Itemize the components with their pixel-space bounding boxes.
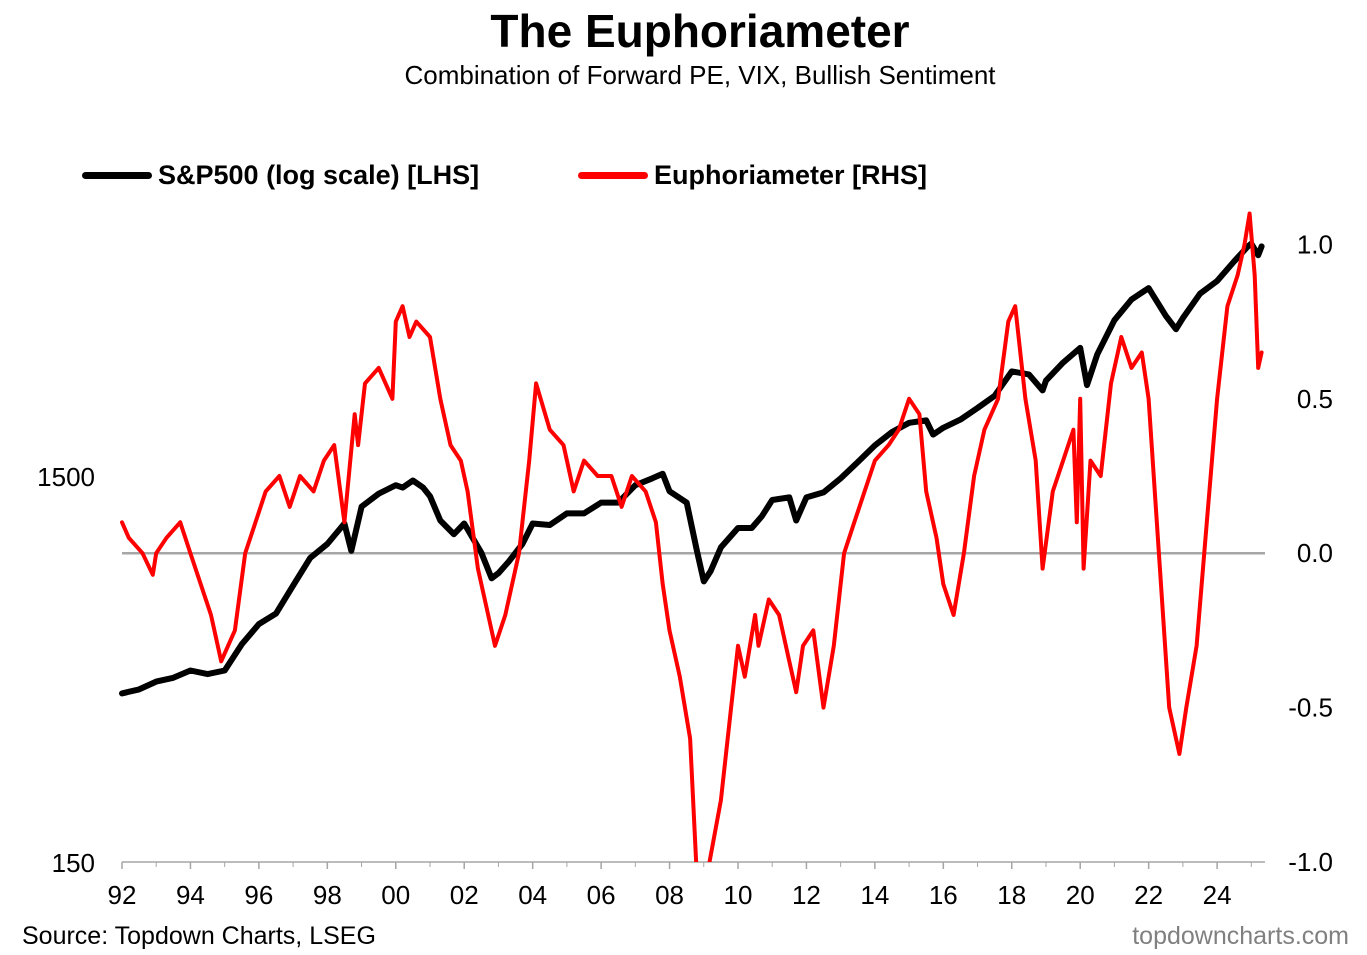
series-line-sp500 [119, 240, 1265, 697]
x-tick-label: 12 [792, 880, 821, 910]
x-tick-label: 04 [518, 880, 547, 910]
x-tick-label: 20 [1066, 880, 1095, 910]
left-axis-label: 1500 [37, 462, 95, 492]
legend-swatch-sp500 [82, 172, 152, 179]
series-line-euphoriameter [120, 211, 1264, 862]
legend-item-sp500: S&P500 (log scale) [LHS] [82, 160, 479, 191]
x-tick-label: 96 [244, 880, 273, 910]
x-tick-label: 10 [724, 880, 753, 910]
x-tick-label: 16 [929, 880, 958, 910]
legend-label-euphoriameter: Euphoriameter [RHS] [654, 160, 928, 190]
x-tick-label: 22 [1134, 880, 1163, 910]
chart-subtitle: Combination of Forward PE, VIX, Bullish … [404, 60, 996, 90]
legend-label-sp500: S&P500 (log scale) [LHS] [158, 160, 480, 190]
right-axis-label: -1.0 [1288, 847, 1333, 877]
x-tick-label: 98 [313, 880, 342, 910]
x-tick-label: 24 [1203, 880, 1232, 910]
legend-item-euphoriameter: Euphoriameter [RHS] [578, 160, 927, 191]
x-tick-label: 02 [450, 880, 479, 910]
right-axis-label: -0.5 [1288, 693, 1333, 723]
legend-swatch-euphoriameter [578, 172, 648, 179]
x-tick-label: 06 [587, 880, 616, 910]
x-tick-label: 14 [860, 880, 889, 910]
brand-watermark: topdowncharts.com [1132, 922, 1349, 950]
x-tick-label: 92 [108, 880, 137, 910]
x-tick-label: 00 [381, 880, 410, 910]
x-tick-label: 08 [655, 880, 684, 910]
source-note: Source: Topdown Charts, LSEG [22, 922, 376, 950]
chart-title: The Euphoriameter [490, 5, 910, 57]
left-axis-label: 150 [52, 848, 95, 878]
x-tick-label: 18 [997, 880, 1026, 910]
right-axis-label: 0.5 [1297, 384, 1333, 414]
right-axis-label: 1.0 [1297, 229, 1333, 259]
x-tick-label: 94 [176, 880, 205, 910]
right-axis-label: 0.0 [1297, 538, 1333, 568]
